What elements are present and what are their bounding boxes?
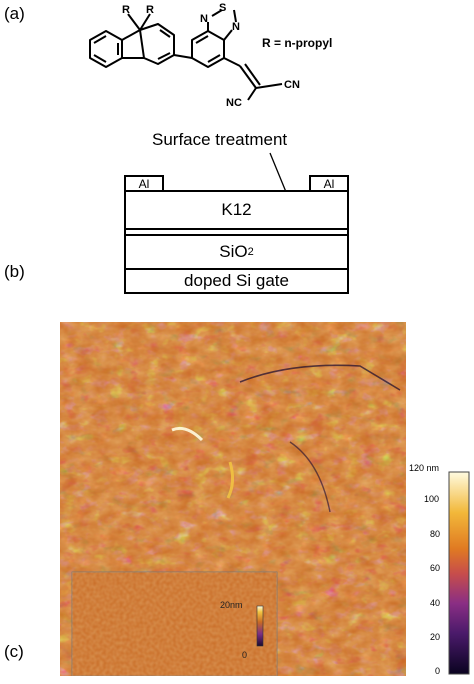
- colorbar-tick-0: 0: [435, 666, 441, 676]
- colorbar-tick-80: 80: [430, 529, 441, 539]
- inset-scale-bottom: 0: [242, 650, 248, 660]
- afm-topography-image: [60, 322, 406, 676]
- inset-colorbar: [256, 605, 264, 647]
- colorbar-tick-100: 100: [424, 494, 440, 504]
- layer-k12: K12: [124, 190, 349, 230]
- atom-label-r1: R: [122, 4, 130, 16]
- atom-label-r2: R: [146, 4, 154, 16]
- colorbar-unit-top: 120 nm: [409, 463, 440, 473]
- contact-left-label: Al: [138, 176, 150, 191]
- panel-label-a: (a): [4, 4, 25, 23]
- chemical-structure: R R S N N CN NC R = n-propyl: [60, 0, 474, 125]
- molecule-drawing: R R S N N CN NC: [89, 2, 300, 109]
- layer-oxide: SiO 2: [124, 234, 349, 270]
- contact-right-label: Al: [323, 176, 335, 191]
- panel-label-c: (c): [4, 642, 24, 661]
- colorbar-tick-20: 20: [430, 632, 441, 642]
- atom-label-nc: NC: [226, 97, 242, 109]
- layer-gate: doped Si gate: [124, 268, 349, 294]
- surface-treatment-label: Surface treatment: [152, 130, 288, 149]
- layer-k12-label: K12: [221, 200, 252, 219]
- afm-colorbar: [448, 471, 470, 675]
- inset-scale-top: 20nm: [220, 600, 243, 610]
- atom-label-n1: N: [200, 13, 208, 25]
- panel-label-b: (b): [4, 262, 25, 281]
- layer-oxide-subscript: 2: [247, 246, 254, 258]
- colorbar-tick-60: 60: [430, 563, 441, 573]
- colorbar-tick-40: 40: [430, 598, 441, 608]
- layer-gate-label: doped Si gate: [184, 271, 289, 290]
- layer-oxide-label: SiO: [219, 242, 248, 261]
- atom-label-cn: CN: [284, 79, 300, 91]
- atom-label-s: S: [219, 2, 226, 14]
- afm-inset: [71, 571, 278, 676]
- atom-label-n2: N: [232, 21, 240, 33]
- substituent-note: R = n-propyl: [262, 36, 333, 50]
